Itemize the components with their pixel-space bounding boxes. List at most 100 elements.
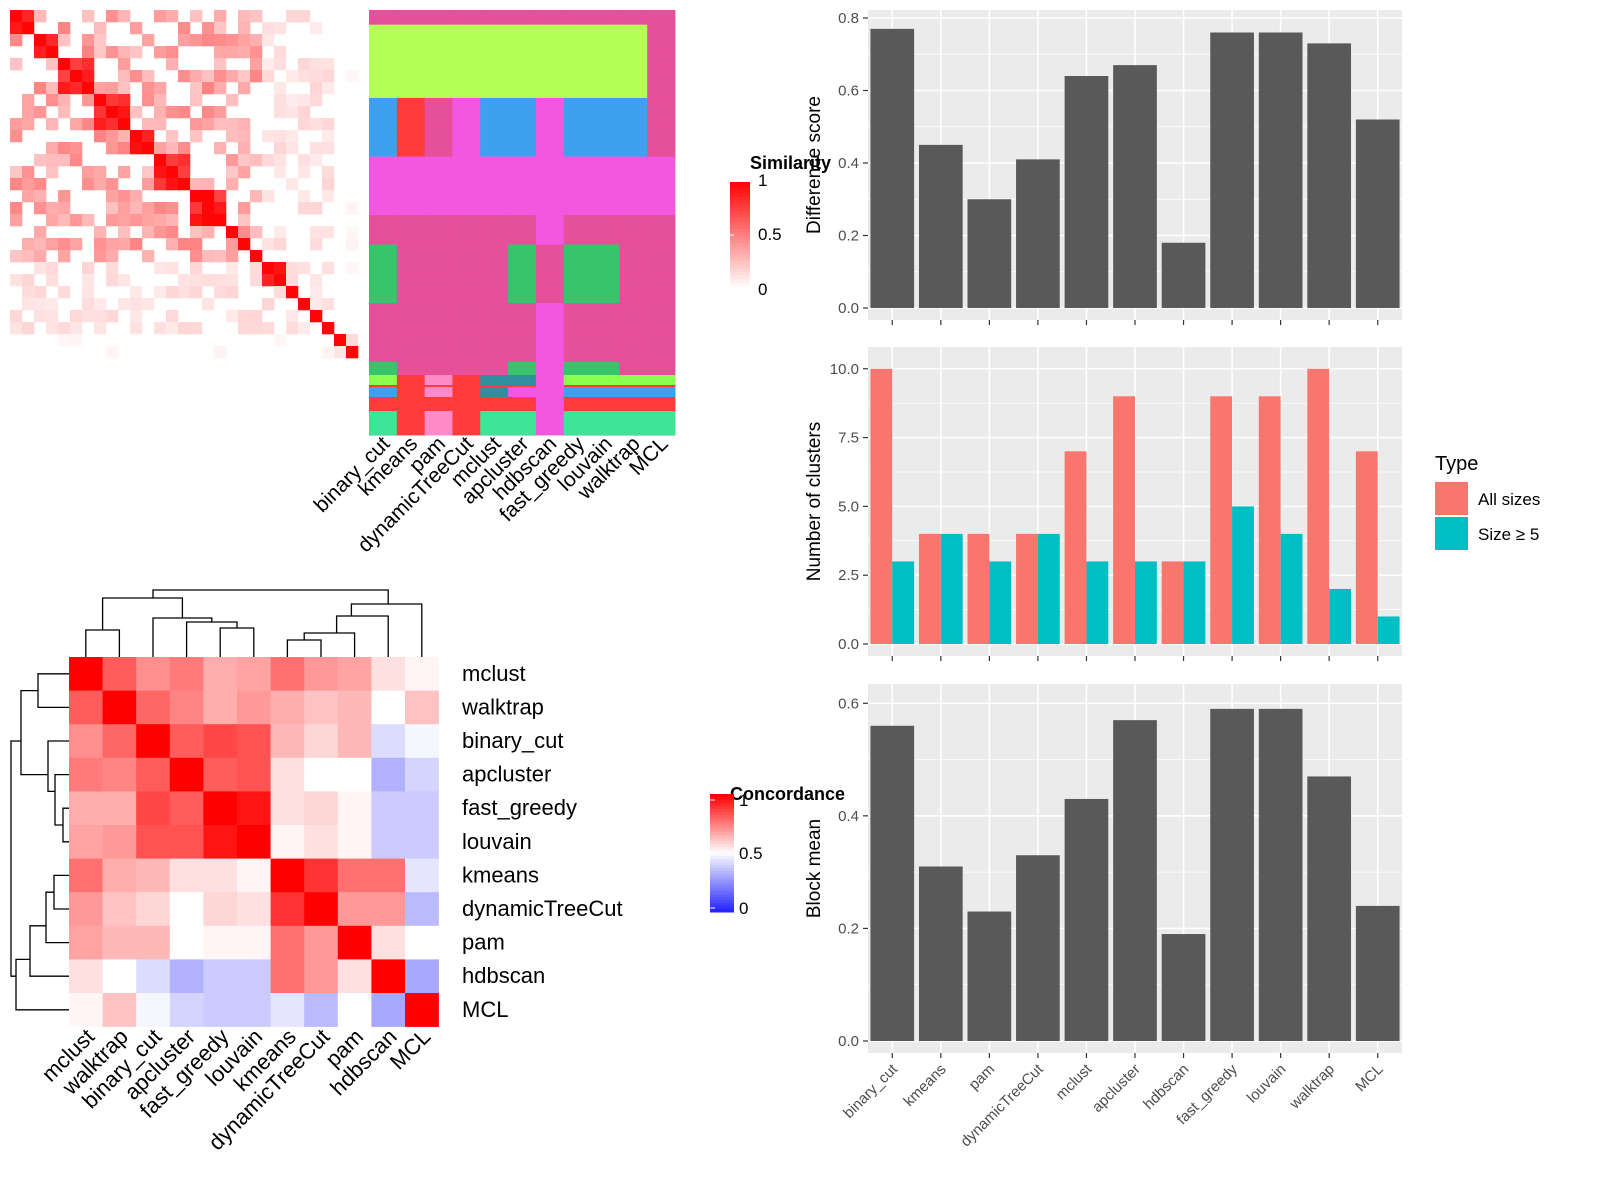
similarity-cell: [262, 262, 275, 275]
cluster-assignment-cell: [452, 244, 481, 260]
cluster-assignment-cell: [480, 10, 509, 26]
cluster-assignment-cell: [591, 24, 620, 40]
cluster-assignment-cell: [591, 259, 620, 275]
cluster-assignment-cell: [508, 332, 537, 348]
similarity-cell: [142, 70, 155, 83]
similarity-cell: [154, 262, 167, 275]
bar-pam: [967, 199, 1012, 308]
cluster-assignment-cell: [369, 53, 398, 70]
similarity-cell: [94, 226, 107, 239]
similarity-legend-gradient: [730, 232, 750, 237]
cluster-assignment-cell: [369, 156, 398, 172]
cluster-assignment-cell: [535, 156, 565, 172]
cluster-assignment-cell: [369, 347, 398, 363]
similarity-cell: [322, 298, 335, 311]
similarity-cell: [310, 118, 323, 131]
similarity-cell: [70, 70, 83, 83]
cluster-assignment-cell: [563, 156, 592, 172]
similarity-cell: [298, 10, 311, 23]
similarity-cell: [202, 82, 215, 95]
similarity-cell: [322, 166, 335, 179]
cluster-assignment-cell: [452, 10, 481, 26]
similarity-legend-tick-label: 0: [758, 280, 767, 299]
cluster-assignment-cell: [619, 200, 648, 216]
concordance-cell: [270, 690, 305, 725]
similarity-cell: [274, 22, 287, 35]
concordance-cell: [337, 657, 372, 691]
cluster-assignment-cell: [619, 24, 648, 40]
cluster-assignment-cell: [424, 317, 453, 333]
concordance-cell: [102, 892, 137, 927]
concordance-cell: [136, 858, 171, 893]
similarity-cell: [178, 154, 191, 167]
cluster-assignment-cell: [480, 273, 509, 289]
cluster-assignment-cell: [396, 229, 426, 245]
similarity-cell: [82, 118, 95, 131]
similarity-cell: [226, 154, 239, 167]
cluster-assignment-cell: [508, 361, 537, 377]
similarity-cell: [130, 322, 143, 335]
similarity-cell: [10, 58, 23, 71]
bar-binary_cut: [870, 28, 915, 308]
similarity-cell: [10, 34, 23, 47]
similarity-legend-gradient: [730, 257, 750, 262]
similarity-cell: [238, 130, 251, 143]
cluster-assignment-cell: [424, 10, 453, 26]
similarity-cell: [82, 58, 95, 71]
concordance-legend-gradient: [710, 858, 734, 863]
cluster-assignment-cell: [563, 317, 592, 333]
similarity-cell: [10, 130, 23, 143]
dendrogram-branch: [45, 891, 69, 944]
cluster-assignment-cell: [563, 215, 592, 231]
bar-MCL-series-1: [1377, 616, 1400, 644]
similarity-cell: [226, 250, 239, 263]
similarity-cell: [226, 34, 239, 47]
similarity-cell: [322, 58, 335, 71]
cluster-assignment-cell: [563, 375, 592, 385]
similarity-cell: [226, 262, 239, 275]
cluster-assignment-cell: [396, 303, 426, 319]
similarity-cell: [214, 58, 227, 71]
similarity-cell: [286, 178, 299, 191]
similarity-cell: [58, 34, 71, 47]
cluster-assignment-cell: [452, 387, 481, 397]
legend-label-0: All sizes: [1478, 490, 1540, 509]
similarity-cell: [46, 298, 59, 311]
cluster-assignment-cell: [563, 39, 592, 55]
similarity-cell: [46, 166, 59, 179]
concordance-legend-gradient: [710, 894, 734, 898]
similarity-cell: [130, 130, 143, 143]
cluster-assignment-cell: [396, 215, 426, 231]
cluster-assignment-cell: [424, 229, 453, 245]
similarity-cell: [106, 130, 119, 143]
concordance-row-label: walktrap: [461, 694, 544, 719]
similarity-cell: [190, 262, 203, 275]
cluster-assignment-cell: [647, 229, 676, 245]
cluster-assignment-cell: [535, 141, 565, 157]
cluster-assignment-cell: [480, 141, 509, 157]
similarity-cell: [214, 214, 227, 227]
bar-mclust: [1064, 798, 1109, 1041]
cluster-assignment-cell: [591, 39, 620, 55]
concordance-cell: [405, 858, 439, 893]
similarity-cell: [214, 22, 227, 35]
bar-kmeans: [918, 144, 963, 308]
similarity-cell: [178, 238, 191, 251]
cluster-assignment-cell: [535, 347, 565, 363]
concordance-cell: [237, 657, 271, 691]
similarity-cell: [46, 274, 59, 287]
cluster-assignment-cell: [396, 39, 426, 55]
concordance-cell: [237, 690, 271, 725]
similarity-cell: [310, 82, 323, 95]
concordance-cell: [203, 757, 238, 792]
cluster-assignment-cell: [647, 10, 676, 26]
cluster-method-labels: binary_cutkmeanspamdynamicTreeCutmclusta…: [310, 432, 673, 557]
concordance-cell: [136, 791, 171, 826]
concordance-legend-tick-label: 0.5: [739, 844, 763, 863]
similarity-cell: [226, 118, 239, 131]
similarity-cell: [166, 58, 179, 71]
concordance-cell: [270, 959, 305, 994]
similarity-cell: [58, 334, 71, 347]
similarity-cell: [58, 94, 71, 107]
similarity-cell: [322, 226, 335, 239]
